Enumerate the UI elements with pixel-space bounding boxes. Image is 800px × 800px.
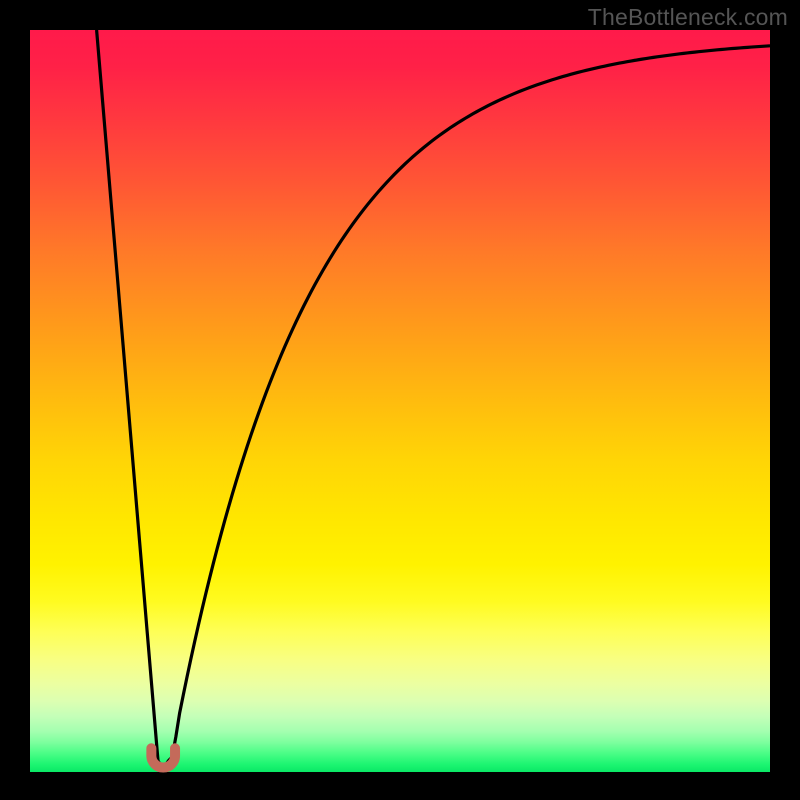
bottleneck-chart bbox=[0, 0, 800, 800]
chart-container: TheBottleneck.com bbox=[0, 0, 800, 800]
watermark-text: TheBottleneck.com bbox=[588, 4, 788, 31]
chart-gradient-bg bbox=[30, 30, 770, 772]
